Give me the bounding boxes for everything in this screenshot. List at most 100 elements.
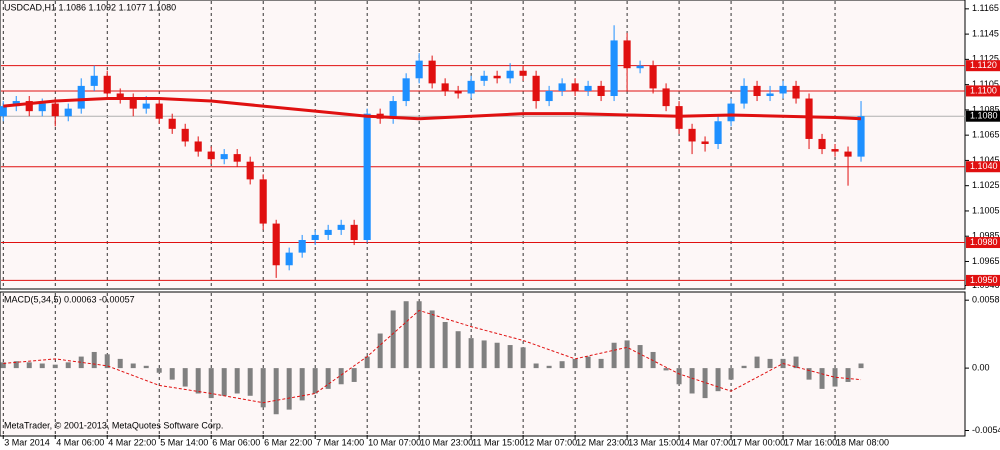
- macd-bar: [78, 356, 84, 369]
- candle-body: [545, 90, 553, 102]
- candle-body: [597, 85, 605, 96]
- candle-body: [441, 83, 449, 91]
- y-tick-label: 1.0985: [972, 231, 1000, 241]
- macd-bar: [637, 345, 643, 369]
- candle-body: [194, 141, 202, 152]
- macd-bar: [65, 362, 71, 369]
- macd-bar: [260, 368, 266, 408]
- macd-bar: [715, 368, 721, 392]
- x-tick-label: 7 Mar 14:00: [316, 437, 364, 447]
- macd-bar: [832, 368, 838, 387]
- candle-body: [233, 154, 241, 162]
- candle-body: [532, 75, 540, 102]
- candle-body: [792, 85, 800, 99]
- macd-bar: [559, 361, 565, 369]
- macd-bar: [663, 368, 669, 371]
- footer: MetaTrader, © 2001-2013, MetaQuotes Soft…: [4, 420, 223, 430]
- level-label: 1.0980: [970, 237, 998, 247]
- macd-bar: [546, 365, 552, 369]
- macd-bar: [845, 368, 851, 382]
- macd-bar: [676, 368, 682, 385]
- candle-body: [259, 179, 267, 224]
- macd-bar: [533, 363, 539, 369]
- macd-bar: [598, 358, 604, 369]
- y-tick-label: 1.1025: [972, 180, 1000, 190]
- candle-body: [636, 65, 644, 69]
- macd-bar: [325, 368, 331, 389]
- candle-body: [311, 234, 319, 240]
- macd-bar: [455, 331, 461, 369]
- marks-layer: [0, 25, 865, 415]
- x-tick-label: 4 Mar 06:00: [56, 437, 104, 447]
- y-tick-label: 1.1005: [972, 205, 1000, 215]
- candle-body: [688, 128, 696, 142]
- macd-bar: [481, 340, 487, 369]
- x-tick-label: 17 Mar 16:00: [784, 437, 837, 447]
- candle-body: [298, 240, 306, 253]
- candle-body: [714, 121, 722, 144]
- macd-bar: [13, 361, 19, 369]
- macd-bar: [767, 358, 773, 369]
- level-label: 1.1040: [970, 161, 998, 171]
- candle-body: [181, 128, 189, 142]
- candle-body: [415, 60, 423, 79]
- candle-body: [818, 138, 826, 150]
- macd-bar: [429, 310, 435, 369]
- macd-signal: [3, 309, 862, 404]
- candle-body: [324, 229, 332, 235]
- candle-body: [519, 70, 527, 76]
- macd-bar: [312, 368, 318, 394]
- candle-body: [779, 85, 787, 94]
- level-box: [966, 60, 1000, 72]
- macd-title: MACD(5,34,5) 0.00063 -0.00057: [4, 294, 135, 304]
- macd-bar: [338, 368, 344, 385]
- candle-body: [389, 101, 397, 119]
- macd-bar: [819, 368, 825, 389]
- y2-tick-label: -0.00541: [972, 425, 1000, 435]
- macd-bar: [572, 358, 578, 369]
- y-tick-label: 1.1105: [972, 79, 999, 89]
- x-tick-label: 3 Mar 2014: [4, 437, 50, 447]
- candle-body: [805, 98, 813, 139]
- macd-bar: [520, 347, 526, 369]
- macd-bar: [182, 368, 188, 387]
- y-tick-label: 1.1125: [972, 54, 999, 64]
- macd-bar: [741, 365, 747, 369]
- candle-body: [753, 85, 761, 96]
- candle-body: [766, 93, 774, 96]
- y-tick-label: 1.1085: [972, 104, 1000, 114]
- candle-body: [363, 113, 371, 240]
- y-tick-label: 1.0965: [972, 256, 1000, 266]
- macd-bar: [234, 368, 240, 394]
- candle-body: [25, 101, 33, 112]
- macd-bar: [650, 351, 656, 369]
- candle-body: [64, 108, 72, 117]
- candle-body: [116, 93, 124, 99]
- x-tick-label: 12 Mar 23:00: [576, 437, 629, 447]
- candle-body: [480, 75, 488, 81]
- price-box: [966, 110, 1000, 122]
- macd-bar: [403, 301, 409, 369]
- candle-body: [740, 85, 748, 104]
- candle-body: [77, 85, 85, 109]
- candle-body: [701, 141, 709, 144]
- candle-body: [428, 60, 436, 84]
- macd-bar: [0, 362, 6, 369]
- price-label: 1.1080: [970, 111, 998, 121]
- candle-body: [493, 75, 501, 79]
- x-tick-label: 13 Mar 15:00: [628, 437, 681, 447]
- candle-body: [571, 83, 579, 91]
- macd-bar: [728, 368, 734, 380]
- candle-body: [272, 223, 280, 266]
- candle-body: [610, 40, 618, 96]
- macd-bar: [273, 368, 279, 415]
- y-tick-label: 1.1145: [972, 28, 999, 38]
- macd-bar: [117, 358, 123, 369]
- macd-bar: [247, 368, 253, 396]
- macd-bar: [52, 364, 58, 369]
- macd-bar: [130, 363, 136, 369]
- macd-bar: [351, 368, 357, 382]
- x-tick-label: 17 Mar 00:00: [732, 437, 785, 447]
- candle-body: [103, 75, 111, 94]
